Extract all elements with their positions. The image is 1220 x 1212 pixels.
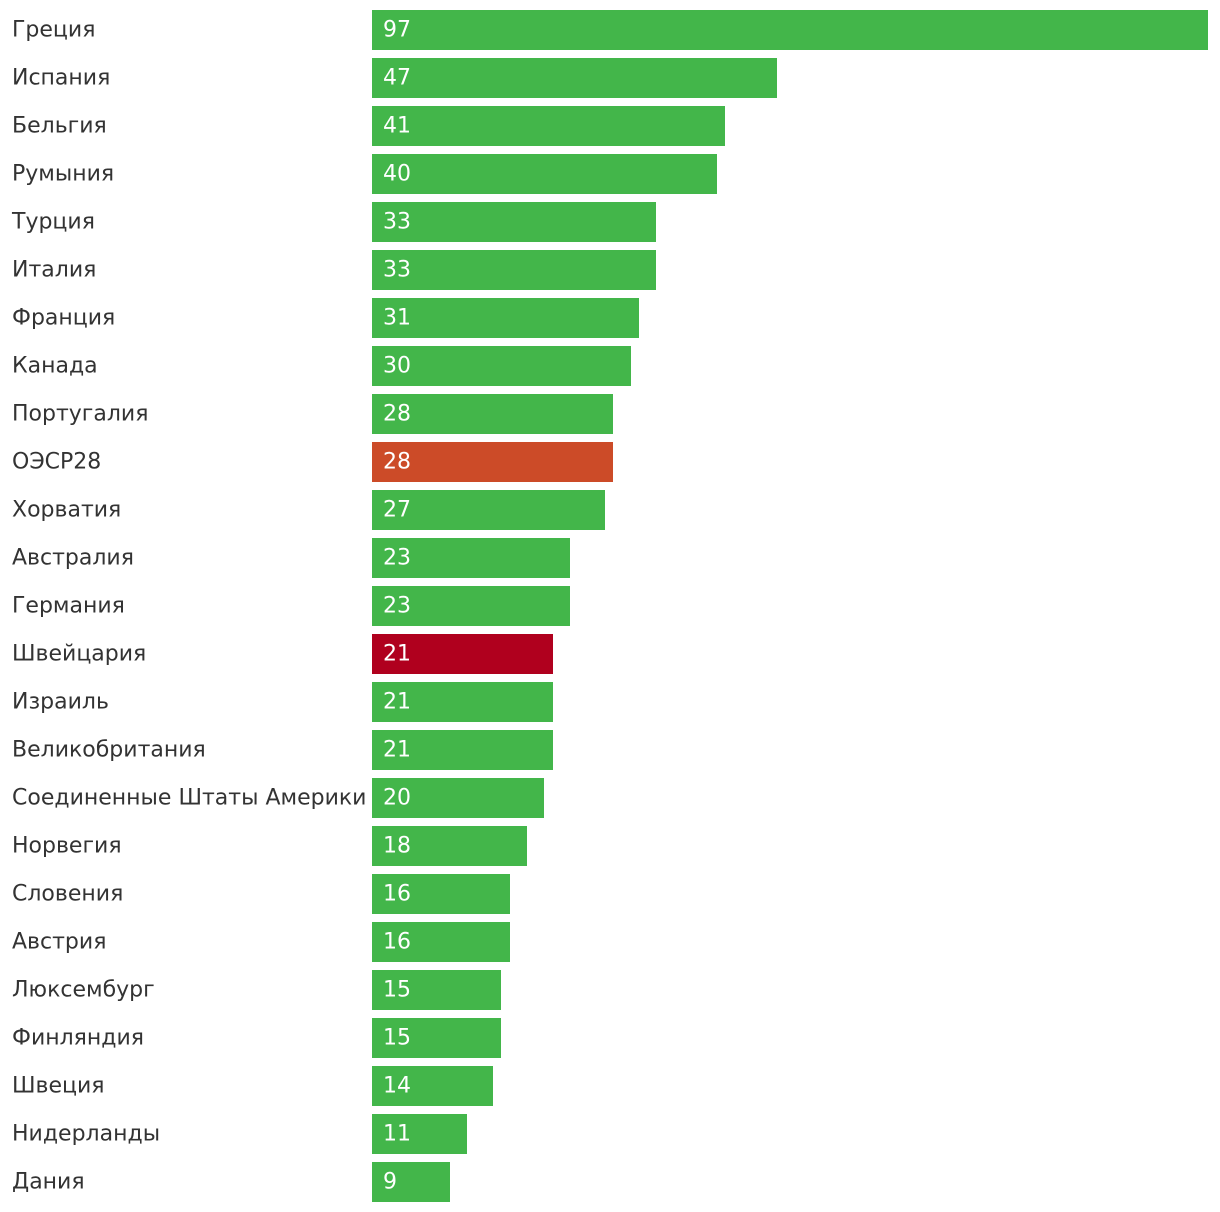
category-label: Люксембург <box>12 978 155 1003</box>
bar <box>372 346 631 386</box>
value-label: 41 <box>383 114 411 139</box>
bar <box>372 1018 501 1058</box>
value-label: 20 <box>383 786 411 811</box>
value-label: 14 <box>383 1074 411 1099</box>
category-label: Израиль <box>12 690 109 715</box>
value-label: 23 <box>383 546 411 571</box>
category-label: Дания <box>12 1170 85 1195</box>
category-label: Греция <box>12 18 95 43</box>
value-label: 16 <box>383 882 411 907</box>
category-label: Австрия <box>12 930 106 955</box>
bar <box>372 1162 450 1202</box>
value-label: 15 <box>383 978 411 1003</box>
value-label: 33 <box>383 258 411 283</box>
category-label: Германия <box>12 594 125 619</box>
bar <box>372 394 613 434</box>
value-label: 30 <box>383 354 411 379</box>
value-label: 27 <box>383 498 411 523</box>
value-label: 40 <box>383 162 411 187</box>
category-label: Нидерланды <box>12 1122 160 1147</box>
bar <box>372 682 553 722</box>
category-label: Швейцария <box>12 642 146 667</box>
category-labels: Греция Испания Бельгия Румыния Турция Италия Ф… <box>11 18 366 1195</box>
category-label: Великобритания <box>12 738 206 763</box>
value-label: 15 <box>383 1026 411 1051</box>
bars <box>372 10 1208 1202</box>
bar <box>372 730 553 770</box>
value-labels: 97 47 41 40 33 33 31 30 28 28 27 23 23 21 21 21 20 18 16 16… <box>383 18 411 1195</box>
value-label: 11 <box>383 1122 411 1147</box>
bar <box>372 922 510 962</box>
bar <box>372 298 639 338</box>
value-label: 28 <box>383 450 411 475</box>
bar <box>372 874 510 914</box>
category-label: Соединенные Штаты Америки <box>12 786 366 811</box>
category-label: Австралия <box>12 546 134 571</box>
category-label: Бельгия <box>12 114 107 139</box>
category-label: Норвегия <box>12 834 122 859</box>
value-label: 21 <box>383 690 411 715</box>
bar <box>372 634 553 674</box>
bar <box>372 970 501 1010</box>
value-label: 33 <box>383 210 411 235</box>
bar <box>372 538 570 578</box>
bar <box>372 58 777 98</box>
category-label: Финляндия <box>12 1026 144 1051</box>
bar <box>372 490 605 530</box>
category-label: Канада <box>12 354 98 379</box>
value-label: 28 <box>383 402 411 427</box>
bar <box>372 1114 467 1154</box>
bar <box>372 154 717 194</box>
category-label: Словения <box>12 882 123 907</box>
bar <box>372 202 656 242</box>
category-label: ОЭСР28 <box>12 450 101 475</box>
value-label: 97 <box>383 18 411 43</box>
category-label: Хорватия <box>12 498 121 523</box>
category-label: Швеция <box>12 1074 105 1099</box>
category-label: Франция <box>12 306 115 331</box>
bar <box>372 586 570 626</box>
value-label: 21 <box>383 738 411 763</box>
value-label: 18 <box>383 834 411 859</box>
bar <box>372 778 544 818</box>
category-label: Румыния <box>12 162 114 187</box>
value-label: 21 <box>383 642 411 667</box>
bar <box>372 106 725 146</box>
category-label: Турция <box>11 210 95 235</box>
value-label: 47 <box>383 66 411 91</box>
bar <box>372 250 656 290</box>
bar <box>372 1066 493 1106</box>
value-label: 31 <box>383 306 411 331</box>
category-label: Португалия <box>12 402 148 427</box>
bar <box>372 826 527 866</box>
value-label: 16 <box>383 930 411 955</box>
bar <box>372 442 613 482</box>
value-label: 9 <box>383 1170 397 1195</box>
value-label: 23 <box>383 594 411 619</box>
category-label: Испания <box>12 66 110 91</box>
bar <box>372 10 1208 50</box>
category-label: Италия <box>12 258 96 283</box>
